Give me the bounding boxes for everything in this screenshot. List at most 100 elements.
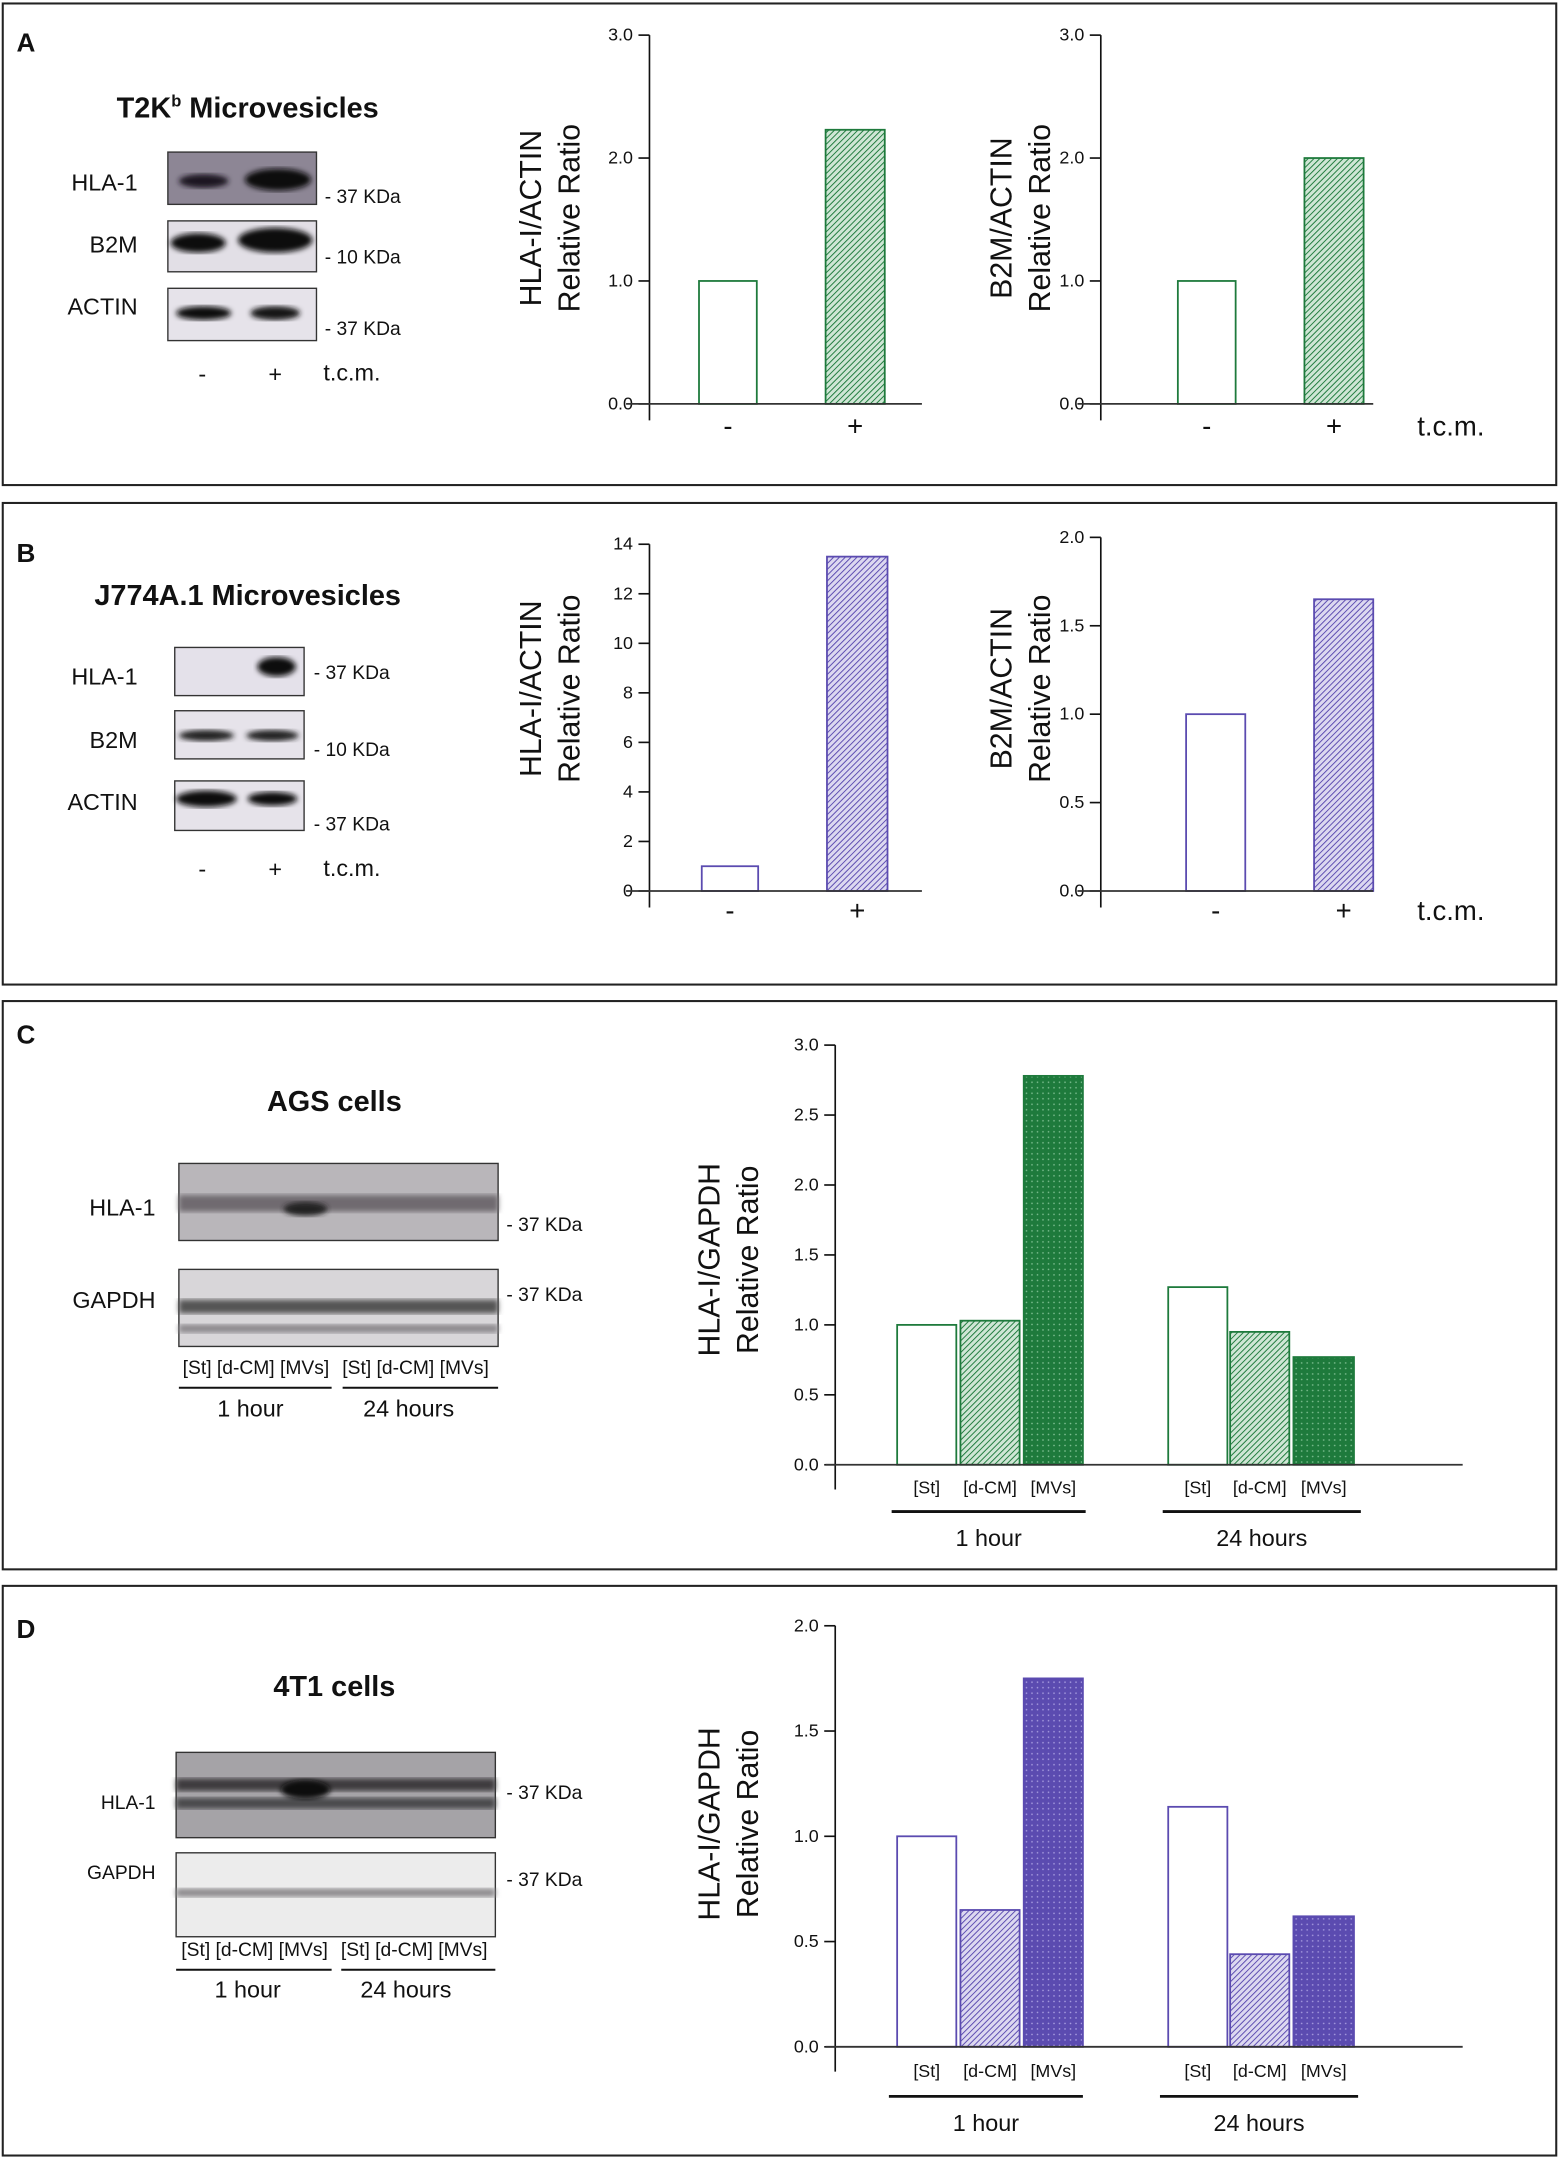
y-tick-label: 2.0: [1059, 527, 1084, 547]
y-tick-label: 1.5: [794, 1244, 819, 1264]
y-tick-label: 2.0: [794, 1615, 819, 1635]
lane-labels-24h: [St] [d-CM] [MVs]: [341, 1940, 488, 1961]
panel-a-frame: [1, 2, 1558, 487]
x-tick-label: +: [847, 411, 863, 442]
lane-label: +: [268, 361, 282, 387]
y-tick-label: 0.0: [794, 1454, 819, 1474]
y-tick-label: 0.5: [794, 1931, 819, 1951]
x-tick-label: -: [1211, 895, 1220, 926]
kda-marker: - 37 KDa: [506, 1285, 582, 1306]
lane-labels-1h: [St] [d-CM] [MVs]: [181, 1940, 328, 1961]
group-label: 24 hours: [1214, 2110, 1305, 2136]
panel-c-title: AGS cells: [267, 1086, 402, 1118]
y-tick-label: 1.5: [1059, 615, 1084, 635]
panel-letter-a: A: [17, 28, 36, 58]
group-label: 1 hour: [215, 1976, 281, 2002]
blot-label-hla1: HLA-1: [71, 170, 137, 196]
blot-label-hla1: HLA-1: [89, 1195, 155, 1221]
y-tick-label: 0.0: [1059, 393, 1084, 413]
lane-label: +: [268, 856, 282, 882]
y-axis-title: Relative Ratio: [732, 1730, 765, 1918]
group-label: 1 hour: [953, 2110, 1019, 2136]
bar: [1292, 1356, 1355, 1466]
lane-labels-1h: [St] [d-CM] [MVs]: [183, 1358, 330, 1379]
blot-label-hla1: HLA-1: [71, 664, 137, 690]
y-tick-label: 1.0: [608, 270, 633, 290]
y-axis-title: Relative Ratio: [1024, 124, 1057, 312]
x-tick-label: [MVs]: [1030, 1478, 1076, 1498]
kda-marker: - 37 KDa: [314, 663, 390, 684]
bar: [1229, 1330, 1291, 1466]
y-axis-title: HLA-I/ACTIN: [515, 130, 548, 307]
y-tick-label: 0.5: [794, 1384, 819, 1404]
y-axis-title: Relative Ratio: [553, 124, 586, 312]
blot-label-gapdh: GAPDH: [87, 1863, 155, 1884]
bar: [959, 1319, 1021, 1466]
y-tick-label: 1.0: [794, 1826, 819, 1846]
x-tick-label: -: [1202, 411, 1211, 442]
bar: [1022, 1074, 1084, 1466]
y-tick-label: 8: [623, 682, 633, 702]
kda-marker: - 37 KDa: [325, 319, 401, 340]
chart-a2: 0.0 1.0 2.0 3.0 B2M/ACTIN Relative Ratio - + t.c…: [985, 25, 1484, 442]
y-tick-label: 0.0: [1059, 880, 1084, 900]
x-tick-label: +: [1326, 411, 1342, 442]
chart-a1: 0.0 1.0 2.0 3.0 HLA-I/ACTIN Relative Ratio - +: [515, 25, 922, 442]
lane-label: -: [198, 856, 206, 882]
treatment-label: t.c.m.: [323, 855, 380, 881]
chart-c: 0.0 0.5 1.0 1.5 2.0 2.5 3.0 HLA-I/GAPDH Relative…: [694, 1035, 1463, 1551]
y-tick-label: 0.0: [608, 393, 633, 413]
y-tick-label: 4: [623, 781, 633, 801]
x-axis-title: t.c.m.: [1417, 411, 1484, 442]
y-axis-title: Relative Ratio: [553, 595, 586, 783]
group-label: 24 hours: [1216, 1525, 1307, 1551]
x-tick-label: [d-CM]: [1233, 1478, 1287, 1498]
western-blot-a: [167, 151, 318, 342]
panel-d-frame: [1, 1584, 1558, 2157]
kda-marker: - 10 KDa: [325, 248, 401, 269]
y-axis-title: Relative Ratio: [1024, 595, 1057, 783]
kda-marker: - 37 KDa: [506, 1215, 582, 1236]
x-tick-label: -: [725, 895, 734, 926]
group-label: 1 hour: [217, 1396, 283, 1422]
x-tick-label: [MVs]: [1301, 2061, 1347, 2081]
group-label: 24 hours: [363, 1396, 454, 1422]
kda-marker: - 10 KDa: [314, 740, 390, 761]
treatment-label: t.c.m.: [323, 359, 380, 385]
panel-b-title: J774A.1 Microvesicles: [94, 580, 401, 612]
blot-label-hla1: HLA-1: [101, 1793, 156, 1814]
x-tick-label: [MVs]: [1030, 2061, 1076, 2081]
bar: [824, 128, 886, 405]
x-axis-title: t.c.m.: [1417, 895, 1484, 926]
x-tick-label: [d-CM]: [963, 1478, 1017, 1498]
y-tick-label: 1.0: [1059, 704, 1084, 724]
chart-b2: 0.0 0.5 1.0 1.5 2.0 B2M/ACTIN Relative Ratio - +…: [985, 527, 1484, 926]
y-tick-label: 1.0: [1059, 270, 1084, 290]
y-tick-label: 10: [613, 633, 633, 653]
y-axis-title: B2M/ACTIN: [985, 608, 1018, 769]
y-tick-label: 0.5: [1059, 792, 1084, 812]
panel-a-title: T2Kb Microvesicles: [117, 93, 379, 125]
x-tick-label: [St]: [913, 2061, 940, 2081]
kda-marker: - 37 KDa: [325, 187, 401, 208]
y-tick-label: 1.5: [794, 1721, 819, 1741]
bar: [1176, 280, 1237, 405]
y-tick-label: 2.0: [608, 148, 633, 168]
bar: [959, 1909, 1021, 2048]
panel-letter-d: D: [17, 1614, 36, 1644]
panel-d-title: 4T1 cells: [273, 1671, 395, 1703]
bar: [896, 1323, 958, 1466]
x-tick-label: [St]: [913, 1478, 940, 1498]
bar: [826, 555, 889, 892]
x-tick-label: +: [849, 895, 865, 926]
y-tick-label: 2.5: [794, 1105, 819, 1125]
panel-letter-c: C: [17, 1020, 36, 1050]
y-tick-label: 3.0: [608, 25, 633, 45]
y-axis-title: HLA-I/GAPDH: [694, 1727, 727, 1920]
y-axis-title: B2M/ACTIN: [985, 137, 1018, 298]
y-tick-label: 2.0: [794, 1174, 819, 1194]
bar: [1292, 1915, 1355, 2048]
bar: [1167, 1286, 1229, 1466]
